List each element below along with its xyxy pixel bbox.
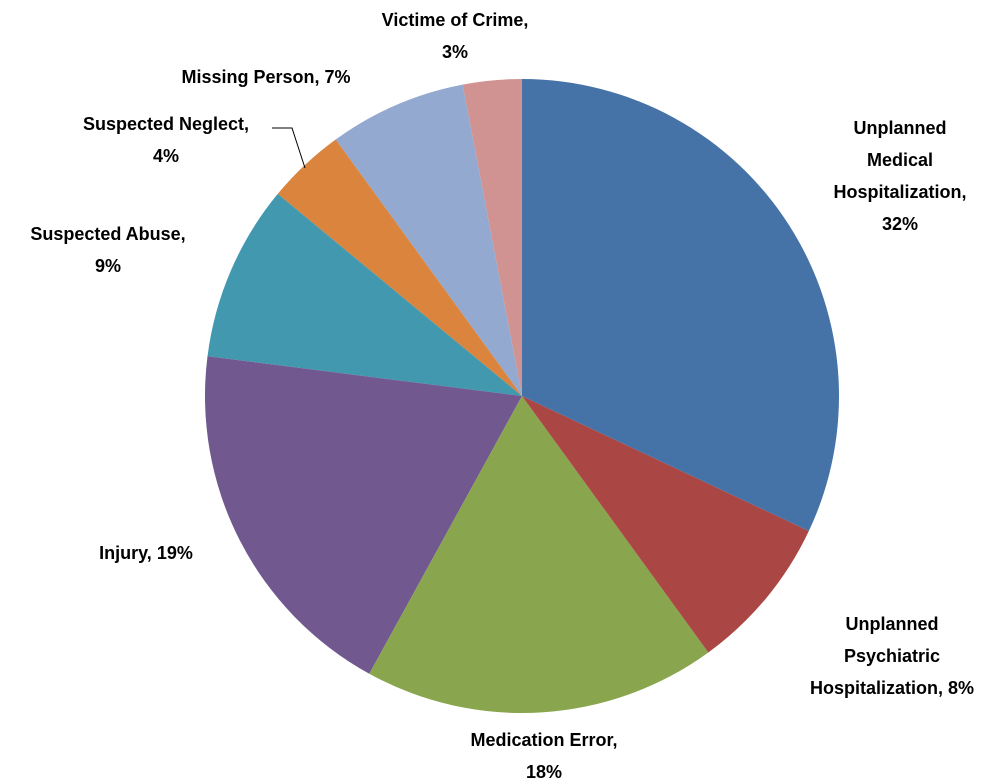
value-label: 8% — [948, 678, 975, 698]
leader-line — [272, 127, 306, 169]
value-label: 9% — [94, 256, 121, 276]
slice-label: Suspected Abuse, 9% — [23, 218, 193, 282]
pie-slice — [335, 84, 522, 397]
category-name: Suspected Neglect, — [82, 114, 250, 134]
category-name: Unplanned Medical Hospitalization, — [833, 118, 967, 202]
value-label: 4% — [152, 146, 179, 166]
category-name: Victime of Crime, — [381, 10, 529, 30]
value-label: 18% — [525, 762, 563, 782]
value-label: 32% — [881, 214, 919, 234]
pie-slice — [277, 139, 522, 396]
category-name: Unplanned Psychiatric Hospitalization, — [809, 614, 943, 698]
pie-slice — [462, 79, 522, 396]
pie-slice — [522, 396, 809, 653]
slice-label: Injury, 19% — [99, 537, 193, 569]
category-name: Medication Error, — [470, 730, 618, 750]
slice-label: Missing Person, 7% — [181, 61, 350, 93]
category-name: Suspected Abuse, — [30, 224, 186, 244]
pie-slice — [522, 79, 840, 531]
slice-label: Suspected Neglect, 4% — [76, 108, 256, 172]
value-label: 19% — [156, 543, 193, 563]
value-label: 3% — [441, 42, 468, 62]
category-name: Injury, — [99, 543, 152, 563]
pie-slice — [204, 356, 522, 674]
pie-slice — [369, 396, 709, 713]
category-name: Missing Person, — [181, 67, 320, 87]
slice-label: Unplanned Psychiatric Hospitalization, 8… — [800, 608, 985, 704]
slice-label: Medication Error, 18% — [457, 724, 632, 782]
pie-slice — [207, 193, 522, 396]
slice-label: Unplanned Medical Hospitalization, 32% — [820, 112, 980, 240]
slice-label: Victime of Crime, 3% — [373, 4, 538, 68]
value-label: 7% — [324, 67, 351, 87]
